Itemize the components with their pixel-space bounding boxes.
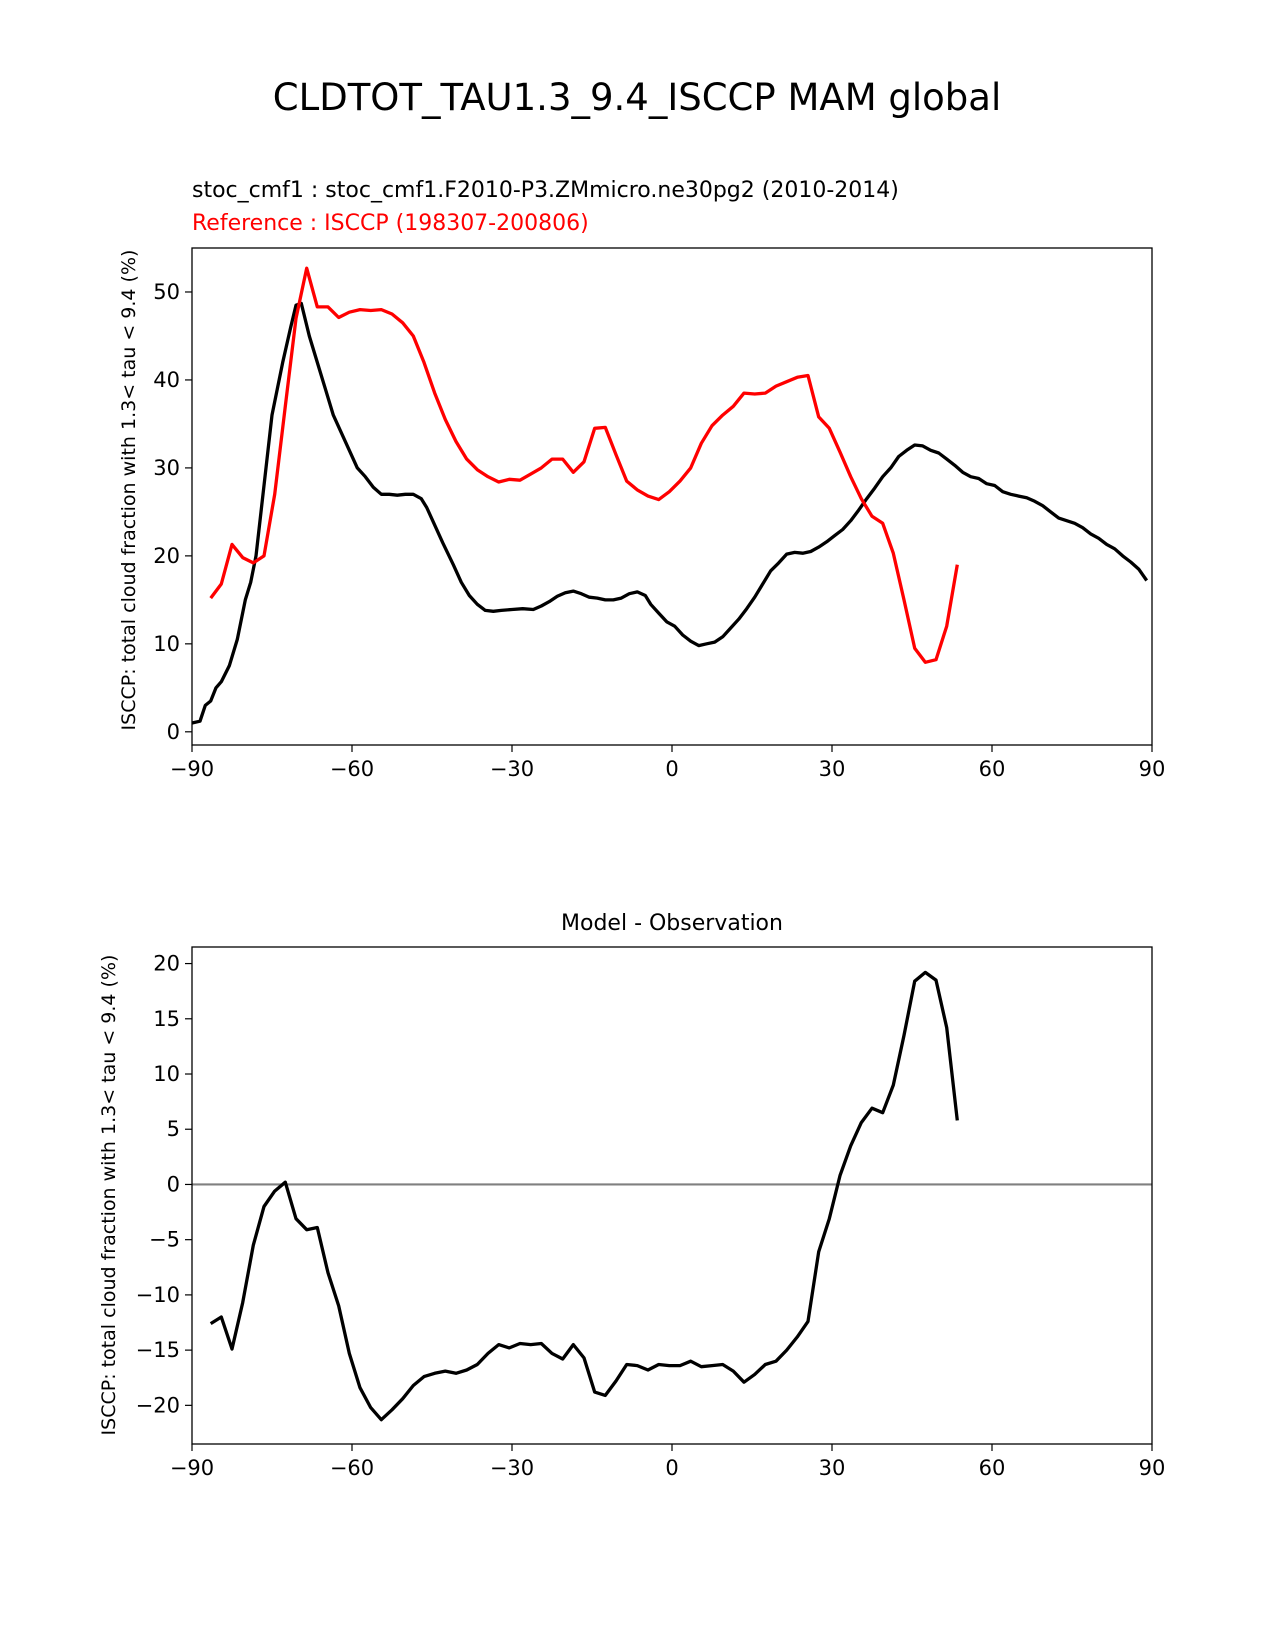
top-panel-xticks: −90 −60 −30 0 30 60 90 xyxy=(170,745,1166,781)
top-panel: stoc_cmf1 : stoc_cmf1.F2010-P3.ZMmicro.n… xyxy=(118,178,1165,781)
top-ytick-label: 20 xyxy=(153,544,180,568)
top-xtick-label: −90 xyxy=(170,757,214,781)
bottom-ytick-label: −10 xyxy=(136,1283,180,1307)
top-ytick-label: 10 xyxy=(153,632,180,656)
top-xtick-label: −60 xyxy=(330,757,374,781)
top-panel-title-test: stoc_cmf1 : stoc_cmf1.F2010-P3.ZMmicro.n… xyxy=(192,178,899,203)
top-ytick-label: 0 xyxy=(167,720,180,744)
top-ytick-label: 30 xyxy=(153,456,180,480)
top-xtick-label: 30 xyxy=(819,757,846,781)
top-xtick-label: 60 xyxy=(979,757,1006,781)
bottom-panel-axes-frame xyxy=(191,946,1153,1445)
top-panel-series xyxy=(191,266,1149,725)
figure-title: CLDTOT_TAU1.3_9.4_ISCCP MAM global xyxy=(273,76,1001,119)
top-xtick-label: −30 xyxy=(490,757,534,781)
top-panel-title-reference: Reference : ISCCP (198307-200806) xyxy=(192,211,589,236)
bottom-panel-series xyxy=(209,970,959,1422)
bottom-xtick-label: 30 xyxy=(819,1456,846,1480)
bottom-xtick-label: 0 xyxy=(665,1456,678,1480)
bottom-ytick-label: −5 xyxy=(149,1228,180,1252)
top-xtick-label: 90 xyxy=(1139,757,1166,781)
bottom-series-line-0 xyxy=(209,970,959,1422)
bottom-panel-yticks: −20 −15 −10 −5 0 5 10 15 20 xyxy=(136,952,192,1417)
bottom-xtick-label: −90 xyxy=(170,1456,214,1480)
top-series-line-0 xyxy=(191,301,1149,725)
bottom-panel-xticks: −90 −60 −30 0 30 60 90 xyxy=(170,1444,1166,1480)
bottom-ytick-label: −20 xyxy=(136,1393,180,1417)
top-ytick-label: 40 xyxy=(153,368,180,392)
bottom-ytick-label: 20 xyxy=(153,952,180,976)
top-panel-ylabel: ISCCP: total cloud fraction with 1.3< ta… xyxy=(118,250,140,731)
bottom-ytick-label: 10 xyxy=(153,1062,180,1086)
bottom-xtick-label: −30 xyxy=(490,1456,534,1480)
top-panel-yticks: 0 10 20 30 40 50 xyxy=(153,280,192,744)
top-series-line-1 xyxy=(209,266,959,664)
bottom-xtick-label: −60 xyxy=(330,1456,374,1480)
bottom-panel-title: Model - Observation xyxy=(561,911,783,936)
top-ytick-label: 50 xyxy=(153,280,180,304)
bottom-ytick-label: 0 xyxy=(167,1172,180,1196)
bottom-panel-ylabel: ISCCP: total cloud fraction with 1.3< ta… xyxy=(98,955,120,1436)
bottom-panel: Model - Observation ISCCP: total cloud f… xyxy=(98,911,1165,1480)
bottom-xtick-label: 60 xyxy=(979,1456,1006,1480)
bottom-ytick-label: −15 xyxy=(136,1338,180,1362)
top-panel-axes-frame xyxy=(191,247,1153,746)
bottom-ytick-label: 15 xyxy=(153,1007,180,1031)
bottom-ytick-label: 5 xyxy=(167,1117,180,1141)
bottom-xtick-label: 90 xyxy=(1139,1456,1166,1480)
top-xtick-label: 0 xyxy=(665,757,678,781)
